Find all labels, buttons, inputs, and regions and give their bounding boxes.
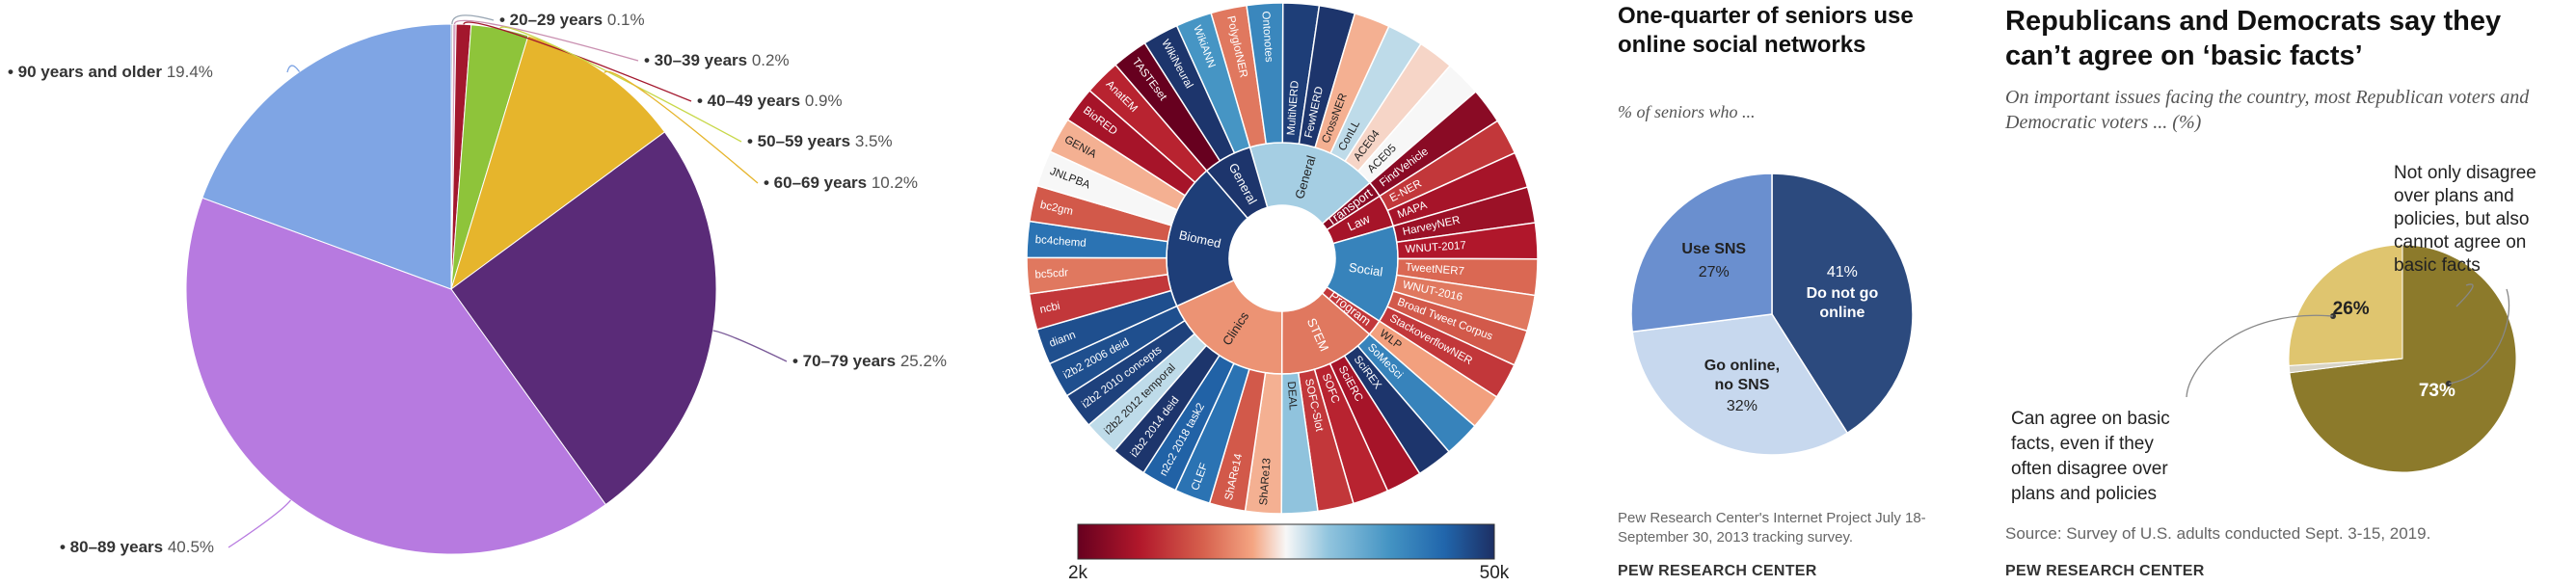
annotation-leader [2455,283,2474,307]
slice-name: no SNS [1714,377,1769,393]
slice-label-value: 0.1% [607,11,645,29]
annotation-cannot-agree: Not only disagree over plans and policies,… [2394,163,2536,276]
slice-label-value: 0.9% [805,92,843,110]
source-note: Pew Research Center's Internet Project J… [1618,510,1926,546]
slice-label-value: 25.2% [900,352,947,370]
annotation-line: often disagree over [2011,459,2168,479]
pie-slice-do-not-go-online [1771,173,1914,435]
annotation-line: cannot agree on [2394,232,2526,253]
annotation-line: basic facts [2394,255,2481,276]
slice-value-small: 26% [2333,299,2370,319]
slice-value: 41% [1827,264,1858,280]
colorbar-max-label: 50k [1480,563,1510,583]
slice-label-30-39-years: • 30–39 years 0.2% [644,51,790,69]
slice-label-name: • 90 years and older [8,63,167,81]
slice-value-large: 73% [2419,381,2455,401]
pie-slice-80-89-years [185,197,606,555]
sunburst-panel: General PolyglotNER Ontonotes MultiNERD FewN… [1022,0,1562,586]
slice-name: Do not go [1807,285,1879,302]
chart-title: One-quarter of seniors use online social… [1618,3,1914,58]
slice-label-value: 10.2% [872,173,918,192]
slice-label-name: • 70–79 years [792,352,900,370]
age-pie-panel: • 20–29 years 0.1% • 30–39 years 0.2% • 40… [0,0,1022,586]
slice-value: 27% [1699,264,1730,280]
leader-line [463,21,692,102]
sunburst-leaf-label: DEAL [1285,381,1299,411]
leader-line [499,26,742,143]
sunburst-leaf-label: ShARe13 [1258,458,1274,506]
sunburst-group-label: Social [1348,260,1383,280]
sunburst-leaf-label: Ontonotes [1259,11,1275,63]
slice-label-50-59-years: • 50–59 years 3.5% [747,132,893,150]
slice-label-use-sns: Use SNS 27% [1681,241,1746,280]
sunburst-leaf-label: ncbi [1038,301,1060,316]
pie-slice-90-years-and-older [201,23,452,290]
slice-label-name: • 60–69 years [764,173,872,192]
pew-brand: PEW RESEARCH CENTER [2005,563,2205,579]
slice-name: online [1819,305,1865,321]
slice-name: Go online, [1704,358,1780,374]
pie-slice-go-online-no-sns [1631,313,1849,456]
chart-title: Republicans and Democrats say they can’t… [2005,6,2502,71]
pew-facts-panel: Republicans and Democrats say they can’t… [1996,0,2576,586]
slice-label-name: • 20–29 years [499,11,607,29]
slice-label-90-years-and-older: • 90 years and older 19.4% [8,63,213,81]
leader-line [453,19,639,62]
age-pie-chart: • 20–29 years 0.1% • 30–39 years 0.2% • 40… [8,11,947,556]
pew-seniors-panel: One-quarter of seniors use online social… [1600,0,1976,586]
chart-subtitle: % of seniors who ... [1618,102,1756,121]
annotation-leader [2186,314,2334,398]
slice-label-do-not-go-online: 41% Do not go online [1807,264,1879,321]
slice-label-value: 40.5% [168,538,214,556]
annotation-line: policies, but also [2394,209,2529,229]
slice-name: Use SNS [1681,241,1746,257]
leader-line [451,14,495,25]
seniors-pie-chart: 41% Do not go online Go online, no SNS 32% Use… [1630,173,1914,456]
annotation-line: over plans and [2394,186,2514,206]
slice-label-name: • 40–49 years [697,92,805,110]
slice-label-name: • 50–59 years [747,132,855,150]
annotation-line: facts, even if they [2011,434,2154,454]
slice-label-value: 0.2% [752,51,790,69]
sunburst-leaf-label: MultiNERD [1286,80,1301,136]
slice-label-70-79-years: • 70–79 years 25.2% [792,352,947,370]
slice-label-80-89-years: • 80–89 years 40.5% [60,538,214,556]
leader-line [228,499,292,548]
slice-label-go-online-no-sns: Go online, no SNS 32% [1704,358,1780,414]
chart-subtitle: On important issues facing the country, … [2005,87,2530,133]
sunburst-leaf-label: bc4chemd [1034,234,1087,250]
colorbar [1077,523,1495,560]
sunburst-leaf-label: WNUT-2017 [1405,240,1466,255]
slice-label-20-29-years: • 20–29 years 0.1% [499,11,645,29]
pie-slice-use-sns [1630,173,1773,333]
annotation-line: plans and policies [2011,484,2157,504]
leader-line [286,65,301,73]
sunburst-leaf-label: bc5cdr [1034,267,1068,280]
slice-label-40-49-years: • 40–49 years 0.9% [697,92,843,110]
slice-value: 32% [1727,398,1758,414]
slice-label-value: 3.5% [855,132,893,150]
slice-label-name: • 80–89 years [60,538,168,556]
source-note: Source: Survey of U.S. adults conducted … [2005,524,2431,543]
slice-label-name: • 30–39 years [644,51,752,69]
pie-slice-can-agree-on-basic-facts [2288,244,2403,366]
annotation-line: Not only disagree [2394,163,2536,183]
pew-brand: PEW RESEARCH CENTER [1618,563,1817,579]
annotation-line: Can agree on basic [2011,409,2170,429]
slice-label-value: 19.4% [167,63,213,81]
leader-line [604,70,759,184]
annotation-can-agree: Can agree on basic facts, even if they oft… [2011,409,2170,504]
sunburst-leaf-label: TweetNER7 [1405,262,1464,279]
leader-line [712,330,788,362]
slice-label-60-69-years: • 60–69 years 10.2% [764,173,918,192]
sunburst-leaf-wikiann [1175,12,1251,154]
colorbar-min-label: 2k [1068,563,1088,583]
annotation-leader [2448,288,2510,385]
facts-pie-chart: 73% 26% Not only disagree over plans and pol… [2011,163,2536,504]
